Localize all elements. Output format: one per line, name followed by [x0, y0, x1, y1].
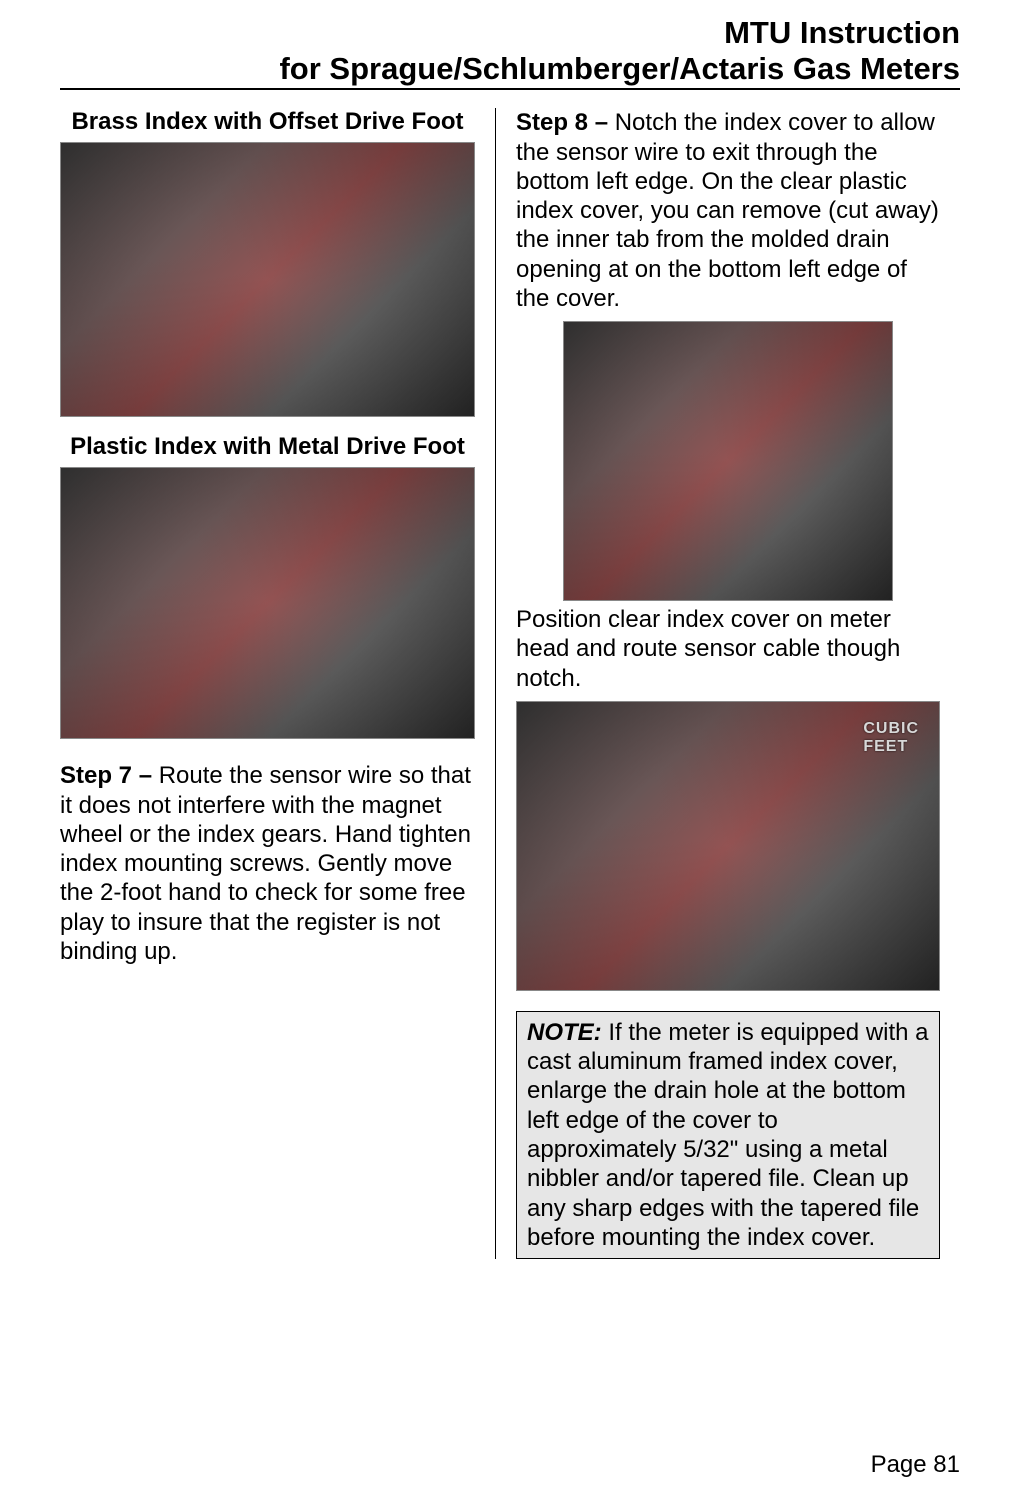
step7-text: Route the sensor wire so that it does no… [60, 762, 471, 965]
step8-label: Step 8 – [516, 109, 615, 136]
step7-label: Step 7 – [60, 762, 159, 789]
caption-brass-index: Brass Index with Offset Drive Foot [60, 108, 475, 136]
photo-brass-index [60, 142, 475, 417]
photo-notching-cover [563, 321, 893, 601]
photo-mounted-cover: CUBIC FEET [516, 701, 940, 991]
header-title-line1: MTU Instruction [60, 15, 960, 51]
header-title-line2: for Sprague/Schlumberger/Actaris Gas Met… [60, 51, 960, 87]
step7-paragraph: Step 7 – Route the sensor wire so that i… [60, 761, 475, 966]
note-text: If the meter is equipped with a cast alu… [527, 1019, 929, 1251]
mid-paragraph: Position clear index cover on meter head… [516, 605, 940, 693]
right-column: Step 8 – Notch the index cover to allow … [495, 108, 940, 1259]
page-number: Page 81 [871, 1451, 960, 1479]
photo-plastic-index [60, 467, 475, 739]
cubic-feet-label: CUBIC FEET [863, 720, 919, 756]
content-two-column: Brass Index with Offset Drive Foot Plast… [60, 108, 960, 1259]
note-box: NOTE: If the meter is equipped with a ca… [516, 1011, 940, 1259]
caption-plastic-index: Plastic Index with Metal Drive Foot [60, 433, 475, 461]
page-header: MTU Instruction for Sprague/Schlumberger… [60, 15, 960, 90]
note-label: NOTE: [527, 1019, 608, 1046]
step8-text: Notch the index cover to allow the senso… [516, 109, 939, 312]
step8-paragraph: Step 8 – Notch the index cover to allow … [516, 108, 940, 313]
left-column: Brass Index with Offset Drive Foot Plast… [60, 108, 495, 1259]
